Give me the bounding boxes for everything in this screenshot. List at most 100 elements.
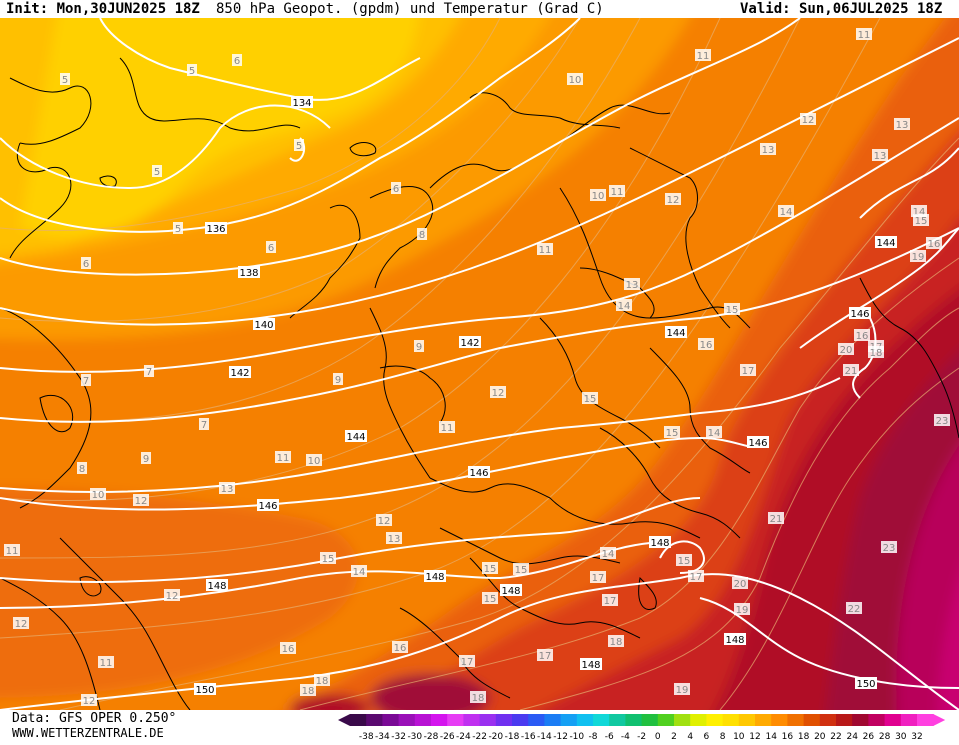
temperature-label: 18 — [868, 346, 884, 359]
temperature-label: 14 — [616, 299, 632, 312]
temperature-value: 17 — [592, 573, 605, 584]
colorbar-cell — [544, 714, 562, 726]
temperature-value: 13 — [896, 120, 909, 131]
temperature-label: 13 — [386, 532, 402, 545]
temperature-label: 15 — [664, 426, 680, 439]
temperature-value: 16 — [700, 340, 713, 351]
temperature-value: 12 — [83, 696, 96, 707]
colorbar-tick-label: 2 — [671, 732, 677, 741]
colorbar-tick-label: 4 — [687, 732, 693, 741]
temperature-value: 9 — [335, 375, 341, 386]
colorbar-tick-label: -2 — [637, 732, 646, 741]
temperature-value: 12 — [492, 388, 505, 399]
geopotential-value: 134 — [292, 98, 311, 109]
temperature-value: 18 — [302, 686, 315, 697]
temperature-value: 15 — [584, 394, 597, 405]
temperature-label: 17 — [459, 655, 475, 668]
temperature-value: 13 — [221, 484, 234, 495]
colorbar-tick-label: 16 — [782, 732, 794, 741]
temperature-value: 15 — [484, 564, 497, 575]
colorbar-cell — [625, 714, 643, 726]
temperature-value: 12 — [166, 591, 179, 602]
temperature-label: 12 — [13, 617, 29, 630]
temperature-value: 10 — [592, 191, 605, 202]
colorbar-cell — [884, 714, 902, 726]
colorbar-tick-label: 0 — [655, 732, 661, 741]
colorbar-tick-label: -6 — [605, 732, 614, 741]
temperature-value: 13 — [388, 534, 401, 545]
temperature-label: 18 — [300, 684, 316, 697]
temperature-label: 14 — [706, 426, 722, 439]
temperature-label: 15 — [582, 392, 598, 405]
temperature-label: 15 — [913, 214, 929, 227]
temperature-label: 15 — [513, 563, 529, 576]
colorbar-max-arrow — [933, 714, 946, 726]
colorbar-cell — [576, 714, 594, 726]
colorbar-tick-label: -26 — [440, 732, 455, 741]
temperature-value: 16 — [856, 331, 869, 342]
geopotential-value: 146 — [850, 309, 869, 320]
temperature-value: 7 — [83, 376, 89, 387]
temperature-value: 23 — [883, 543, 896, 554]
colorbar-tick-label: 8 — [720, 732, 726, 741]
temperature-value: 10 — [92, 490, 105, 501]
colorbar-tick-label: -18 — [505, 732, 520, 741]
temperature-label: 21 — [768, 512, 784, 525]
geopotential-label: 134 — [291, 96, 313, 109]
temperature-label: 12 — [164, 589, 180, 602]
temperature-value: 15 — [322, 554, 335, 565]
temperature-value: 6 — [234, 56, 240, 67]
geopotential-label: 140 — [253, 318, 275, 331]
temperature-label: 17 — [537, 649, 553, 662]
temperature-value: 9 — [416, 342, 422, 353]
temperature-label: 9 — [414, 340, 424, 353]
geopotential-label: 136 — [205, 222, 227, 235]
temperature-label: 11 — [695, 49, 711, 62]
temperature-value: 20 — [840, 345, 853, 356]
colorbar-tick-label: -16 — [521, 732, 536, 741]
temperature-value: 18 — [316, 676, 329, 687]
temperature-label: 16 — [280, 642, 296, 655]
geopotential-value: 148 — [425, 572, 444, 583]
temperature-label: 14 — [600, 547, 616, 560]
temperature-label: 23 — [881, 541, 897, 554]
temperature-value: 15 — [678, 556, 691, 567]
temperature-value: 18 — [610, 637, 623, 648]
geopotential-value: 148 — [650, 538, 669, 549]
colorbar-tick-label: -24 — [456, 732, 471, 741]
geopotential-value: 146 — [469, 468, 488, 479]
geopotential-value: 150 — [856, 679, 875, 690]
colorbar-tick-label: -28 — [424, 732, 439, 741]
temperature-label: 8 — [417, 228, 427, 241]
temperature-label: 20 — [732, 577, 748, 590]
colorbar-cell — [690, 714, 707, 726]
temperature-value: 12 — [15, 619, 28, 630]
colorbar-cell — [366, 714, 383, 726]
temperature-value: 13 — [762, 145, 775, 156]
temperature-value: 14 — [913, 207, 926, 218]
geopotential-value: 144 — [876, 238, 895, 249]
geopotential-label: 148 — [206, 579, 228, 592]
temperature-value: 13 — [874, 151, 887, 162]
colorbar-tick-label: -38 — [359, 732, 374, 741]
colorbar-cell — [706, 714, 724, 726]
temperature-value: 16 — [394, 643, 407, 654]
temperature-label: 11 — [537, 243, 553, 256]
temperature-label: 15 — [482, 562, 498, 575]
temperature-label: 13 — [760, 143, 776, 156]
colorbar-tick-label: 20 — [814, 732, 826, 741]
temperature-value: 16 — [928, 239, 941, 250]
geopotential-value: 150 — [195, 685, 214, 696]
temperature-label: 10 — [567, 73, 583, 86]
colorbar-cell — [609, 714, 626, 726]
colorbar-tick-label: -30 — [407, 732, 422, 741]
colorbar-tick-label: -14 — [537, 732, 552, 741]
temperature-label: 14 — [778, 205, 794, 218]
temperature-label: 12 — [376, 514, 392, 527]
temperature-label: 16 — [392, 641, 408, 654]
colorbar-cell — [512, 714, 529, 726]
temperature-value: 12 — [378, 516, 391, 527]
geopotential-label: 146 — [747, 436, 769, 449]
temperature-value: 13 — [626, 280, 639, 291]
colorbar-tick-label: 28 — [879, 732, 891, 741]
